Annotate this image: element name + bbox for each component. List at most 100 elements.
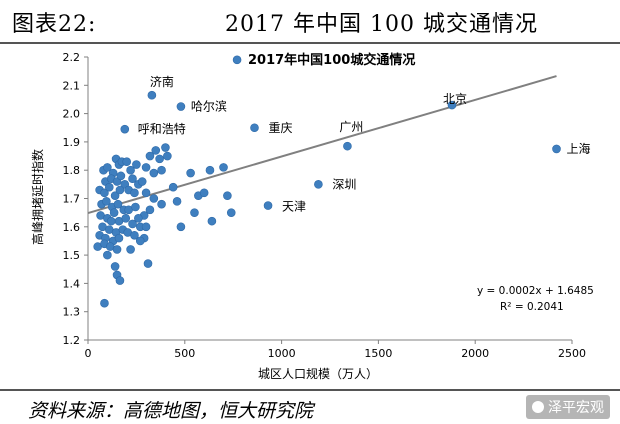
y-tick-label: 1.6 bbox=[63, 221, 81, 234]
watermark-text: 泽平宏观 bbox=[548, 400, 604, 416]
data-point bbox=[172, 197, 182, 206]
x-tick-label: 500 bbox=[174, 347, 195, 360]
y-tick-label: 1.2 bbox=[63, 334, 81, 347]
trendline-layer bbox=[87, 75, 557, 215]
data-point bbox=[155, 154, 164, 164]
chart-title: 2017年中国100城交通情况 bbox=[248, 52, 415, 68]
watermark: 泽平宏观 bbox=[526, 395, 610, 419]
data-point bbox=[128, 219, 137, 229]
data-label: 呼和浩特 bbox=[138, 121, 186, 136]
data-point bbox=[115, 276, 125, 285]
data-point bbox=[102, 197, 111, 206]
data-point bbox=[176, 222, 186, 232]
data-point bbox=[157, 165, 166, 175]
data-point bbox=[110, 262, 120, 271]
data-point bbox=[106, 216, 116, 226]
y-tick-label: 2.0 bbox=[63, 108, 81, 121]
data-point bbox=[149, 194, 159, 203]
data-point bbox=[135, 236, 145, 246]
data-label: 天津 bbox=[282, 200, 306, 214]
data-label: 北京 bbox=[443, 92, 467, 106]
y-tick-label: 1.5 bbox=[63, 249, 81, 262]
chart-axes: 1.2 1.3 1.4 1.5 1.6 1.7 1.8 1.9 2.0 2.1 2.2 0 500 100… bbox=[63, 51, 587, 360]
data-point bbox=[126, 165, 135, 175]
y-tick-label: 2.1 bbox=[63, 79, 81, 92]
data-point bbox=[552, 144, 561, 154]
data-point bbox=[199, 188, 209, 198]
data-point bbox=[132, 160, 141, 169]
x-tick-label: 2500 bbox=[558, 347, 586, 360]
data-point bbox=[137, 177, 147, 186]
data-point bbox=[190, 208, 199, 217]
x-tick-label: 1000 bbox=[268, 347, 296, 360]
data-point bbox=[116, 171, 126, 181]
data-point bbox=[145, 205, 155, 215]
data-point bbox=[151, 146, 161, 155]
y-tick-label: 2.2 bbox=[63, 51, 81, 64]
data-label: 济南 bbox=[150, 74, 174, 89]
data-point bbox=[143, 259, 153, 268]
data-point bbox=[115, 185, 125, 195]
data-point bbox=[120, 124, 130, 134]
data-point bbox=[114, 233, 124, 243]
source-note: 资料来源：高德地图，恒大研究院 bbox=[28, 400, 314, 422]
y-tick-label: 1.4 bbox=[63, 277, 81, 290]
figure-header: 图表22: 2017 年中国 100 城交通情况 bbox=[0, 0, 620, 44]
wechat-icon bbox=[532, 401, 544, 413]
trend-equation: y = 0.0002x + 1.6485 bbox=[477, 285, 594, 297]
data-point bbox=[100, 188, 109, 198]
data-point bbox=[343, 141, 352, 151]
data-point bbox=[131, 202, 140, 212]
trendline bbox=[87, 75, 557, 215]
data-point bbox=[112, 245, 122, 254]
data-point bbox=[314, 180, 323, 189]
data-point bbox=[161, 143, 170, 152]
data-point bbox=[121, 214, 131, 223]
data-label: 广州 bbox=[339, 120, 363, 134]
data-point bbox=[163, 151, 172, 161]
figure-label: 图表22: bbox=[12, 12, 97, 37]
data-point bbox=[207, 216, 217, 226]
x-tick-label: 2000 bbox=[461, 347, 489, 360]
data-point bbox=[109, 208, 119, 217]
data-point bbox=[141, 222, 151, 232]
data-points bbox=[93, 55, 561, 308]
data-point bbox=[103, 250, 112, 260]
data-label: 重庆 bbox=[268, 121, 292, 135]
data-point bbox=[263, 201, 273, 210]
data-point bbox=[145, 151, 155, 161]
data-point bbox=[126, 245, 135, 254]
data-point bbox=[104, 182, 114, 192]
scatter-chart: 1.2 1.3 1.4 1.5 1.6 1.7 1.8 1.9 2.0 2.1 2.2 0 500 100… bbox=[30, 51, 594, 381]
x-axis-title: 城区人口规模（万人） bbox=[258, 366, 378, 381]
data-point bbox=[141, 188, 151, 198]
data-point bbox=[186, 168, 195, 178]
data-point bbox=[110, 191, 120, 200]
data-point bbox=[157, 199, 166, 209]
x-tick-label: 1500 bbox=[364, 347, 392, 360]
data-point bbox=[149, 168, 159, 178]
trend-r-squared: R² = 0.2041 bbox=[500, 301, 564, 313]
data-point bbox=[232, 55, 242, 65]
figure-footer: 资料来源：高德地图，恒大研究院 泽平宏观 bbox=[0, 389, 620, 424]
data-point bbox=[103, 163, 112, 172]
data-point bbox=[226, 208, 236, 217]
data-point bbox=[168, 182, 178, 192]
y-tick-label: 1.8 bbox=[63, 164, 81, 177]
data-label: 上海 bbox=[567, 141, 591, 156]
data-point bbox=[250, 123, 259, 133]
data-label: 深圳 bbox=[332, 177, 356, 191]
x-tick-label: 0 bbox=[85, 347, 92, 360]
figure-title: 2017 年中国 100 城交通情况 bbox=[225, 12, 538, 37]
data-point bbox=[130, 188, 139, 198]
data-point bbox=[113, 199, 123, 209]
data-point bbox=[122, 157, 132, 167]
data-point bbox=[141, 163, 151, 172]
data-point bbox=[223, 191, 232, 200]
data-point bbox=[447, 100, 457, 110]
y-tick-label: 1.3 bbox=[63, 306, 81, 319]
y-tick-label: 1.7 bbox=[63, 193, 81, 206]
data-point bbox=[147, 90, 157, 100]
data-point bbox=[100, 298, 109, 308]
